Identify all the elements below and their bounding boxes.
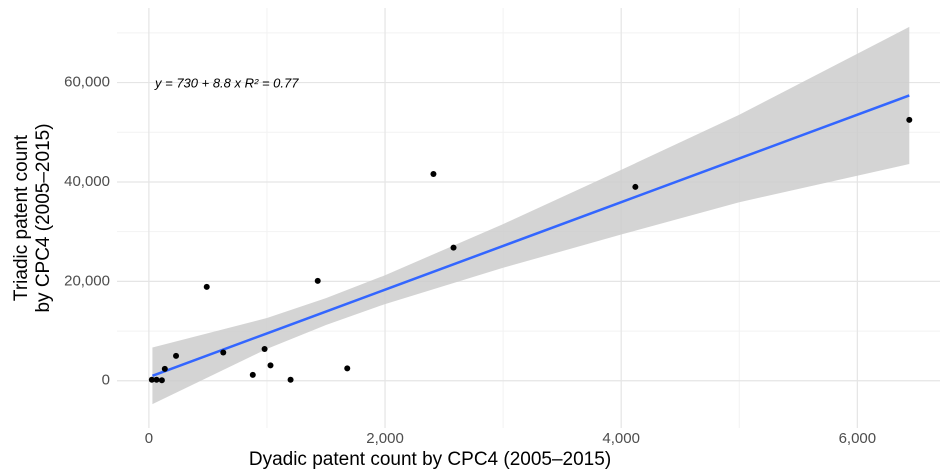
point xyxy=(632,183,639,190)
y-tick-label: 60,000 xyxy=(64,74,110,91)
confidence-band xyxy=(152,26,910,405)
y-axis-label: by CPC4 (2005–2015) xyxy=(33,123,54,312)
point xyxy=(220,349,227,356)
point xyxy=(161,365,168,372)
point xyxy=(287,376,294,383)
x-axis-label: Dyadic patent count by CPC4 (2005–2015) xyxy=(249,449,611,470)
point xyxy=(450,244,457,251)
point xyxy=(153,376,160,383)
point xyxy=(173,352,180,359)
point xyxy=(148,376,155,383)
x-tick-label: 6,000 xyxy=(839,430,877,447)
x-tick-label: 0 xyxy=(145,430,153,447)
y-tick-label: 20,000 xyxy=(64,272,110,289)
point xyxy=(267,362,274,369)
point xyxy=(203,283,210,290)
annotation: y = 730 + 8.8 x R² = 0.77 xyxy=(154,75,299,90)
point xyxy=(314,277,321,284)
fit-line xyxy=(151,94,910,378)
point xyxy=(344,365,351,372)
point xyxy=(158,377,165,384)
point xyxy=(249,371,256,378)
point xyxy=(430,171,437,178)
y-tick-label: 40,000 xyxy=(64,173,110,190)
point xyxy=(261,345,268,352)
point xyxy=(906,116,913,123)
x-tick-label: 2,000 xyxy=(366,430,404,447)
y-tick-label: 0 xyxy=(102,372,110,389)
y-axis-label: Triadic patent count xyxy=(11,134,32,301)
x-tick-label: 4,000 xyxy=(602,430,640,447)
